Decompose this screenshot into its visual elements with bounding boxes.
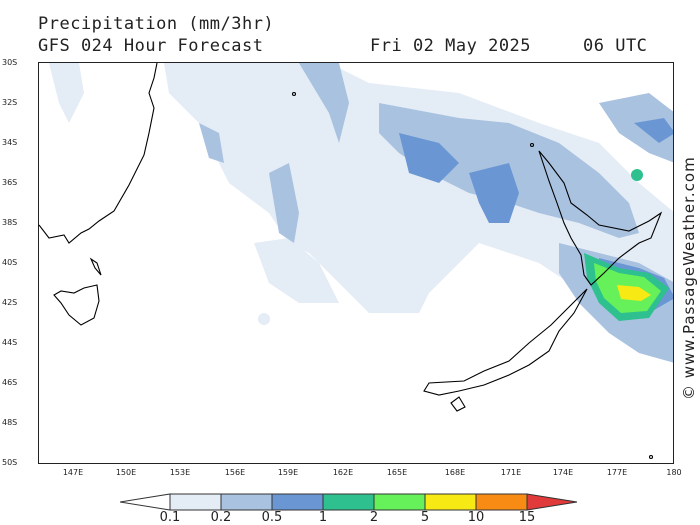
watermark: © www.PassageWeather.com [680, 156, 698, 400]
lon-tick-180: 180 [666, 468, 682, 477]
lon-tick-177e: 177E [606, 468, 628, 477]
lat-tick-44s: 44S [2, 338, 18, 347]
legend-label: 0.2 [210, 510, 232, 525]
lat-tick-50s: 50S [2, 458, 18, 467]
lat-tick-40s: 40S [2, 258, 18, 267]
lon-tick-165e: 165E [386, 468, 408, 477]
lon-tick-153e: 153E [169, 468, 191, 477]
legend-cell [271, 493, 324, 511]
legend-colorbar [120, 493, 578, 511]
lat-tick-42s: 42S [2, 298, 18, 307]
legend-label: 0.1 [159, 510, 181, 525]
legend-label: 0.5 [261, 510, 283, 525]
legend-cell [373, 493, 426, 511]
lon-tick-171e: 171E [500, 468, 522, 477]
lat-tick-32s: 32S [2, 98, 18, 107]
map-title: Precipitation (mm/3hr) [38, 14, 275, 34]
lat-tick-34s: 34S [2, 138, 18, 147]
forecast-date: Fri 02 May 2025 [370, 36, 532, 56]
legend-cell [220, 493, 273, 511]
forecast-time: 06 UTC [583, 36, 648, 56]
lat-tick-36s: 36S [2, 178, 18, 187]
legend-arrow-max [526, 493, 578, 511]
coastline [39, 63, 663, 460]
legend-cell [424, 493, 477, 511]
legend-cell [322, 493, 375, 511]
legend-cell [475, 493, 528, 511]
legend-label: 10 [467, 510, 485, 525]
lon-tick-168e: 168E [444, 468, 466, 477]
forecast-label: GFS 024 Hour Forecast [38, 36, 264, 56]
legend-label: 15 [518, 510, 536, 525]
lat-tick-46s: 46S [2, 378, 18, 387]
legend-label: 1 [318, 510, 328, 525]
legend-cell [169, 493, 222, 511]
lon-tick-156e: 156E [224, 468, 246, 477]
lon-tick-174e: 174E [552, 468, 574, 477]
lat-tick-30s: 30S [2, 58, 18, 67]
precip-10mm [617, 285, 651, 301]
legend-arrow-min [120, 493, 171, 511]
lon-tick-150e: 150E [115, 468, 137, 477]
lat-tick-48s: 48S [2, 418, 18, 427]
legend-label: 2 [369, 510, 379, 525]
lat-tick-38s: 38S [2, 218, 18, 227]
legend-label: 5 [420, 510, 430, 525]
map-canvas [39, 63, 673, 460]
lon-tick-162e: 162E [332, 468, 354, 477]
precipitation-map [38, 62, 674, 464]
lon-tick-147e: 147E [62, 468, 84, 477]
lon-tick-159e: 159E [277, 468, 299, 477]
